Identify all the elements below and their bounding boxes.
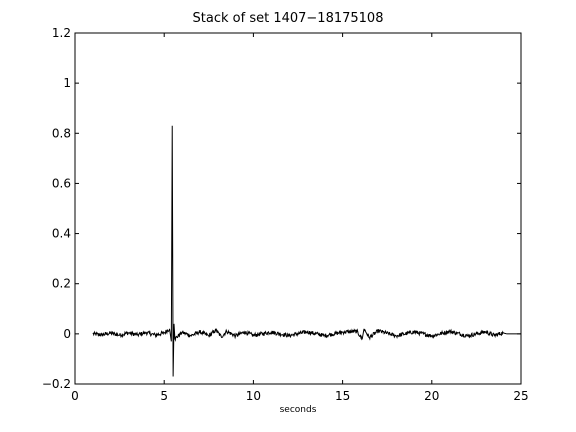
x-tick-label: 25 <box>513 389 528 403</box>
x-tick-label: 10 <box>246 389 261 403</box>
x-tick-label: 15 <box>335 389 350 403</box>
y-tick-label: 0.6 <box>52 176 71 190</box>
chart-title: Stack of set 1407−18175108 <box>193 11 384 26</box>
x-tick-label: 20 <box>424 389 439 403</box>
y-tick-label: 1 <box>63 76 71 90</box>
x-tick-label: 5 <box>160 389 168 403</box>
plot-area-frame <box>74 32 522 385</box>
x-tick-label: 0 <box>71 389 79 403</box>
series-line <box>92 125 507 377</box>
x-axis-ticks: 0 5 10 15 20 25 <box>71 33 529 403</box>
y-axis-ticks: −0.2 0 0.2 0.4 0.6 0.8 1 1.2 <box>42 26 521 391</box>
series-group <box>92 125 521 377</box>
y-tick-label: 1.2 <box>52 26 71 40</box>
y-tick-label: 0.8 <box>52 126 71 140</box>
y-tick-label: −0.2 <box>42 377 71 391</box>
x-axis-label: seconds <box>280 405 317 415</box>
y-tick-label: 0 <box>63 327 71 341</box>
y-tick-label: 0.4 <box>52 227 71 241</box>
y-tick-label: 0.2 <box>52 277 71 291</box>
